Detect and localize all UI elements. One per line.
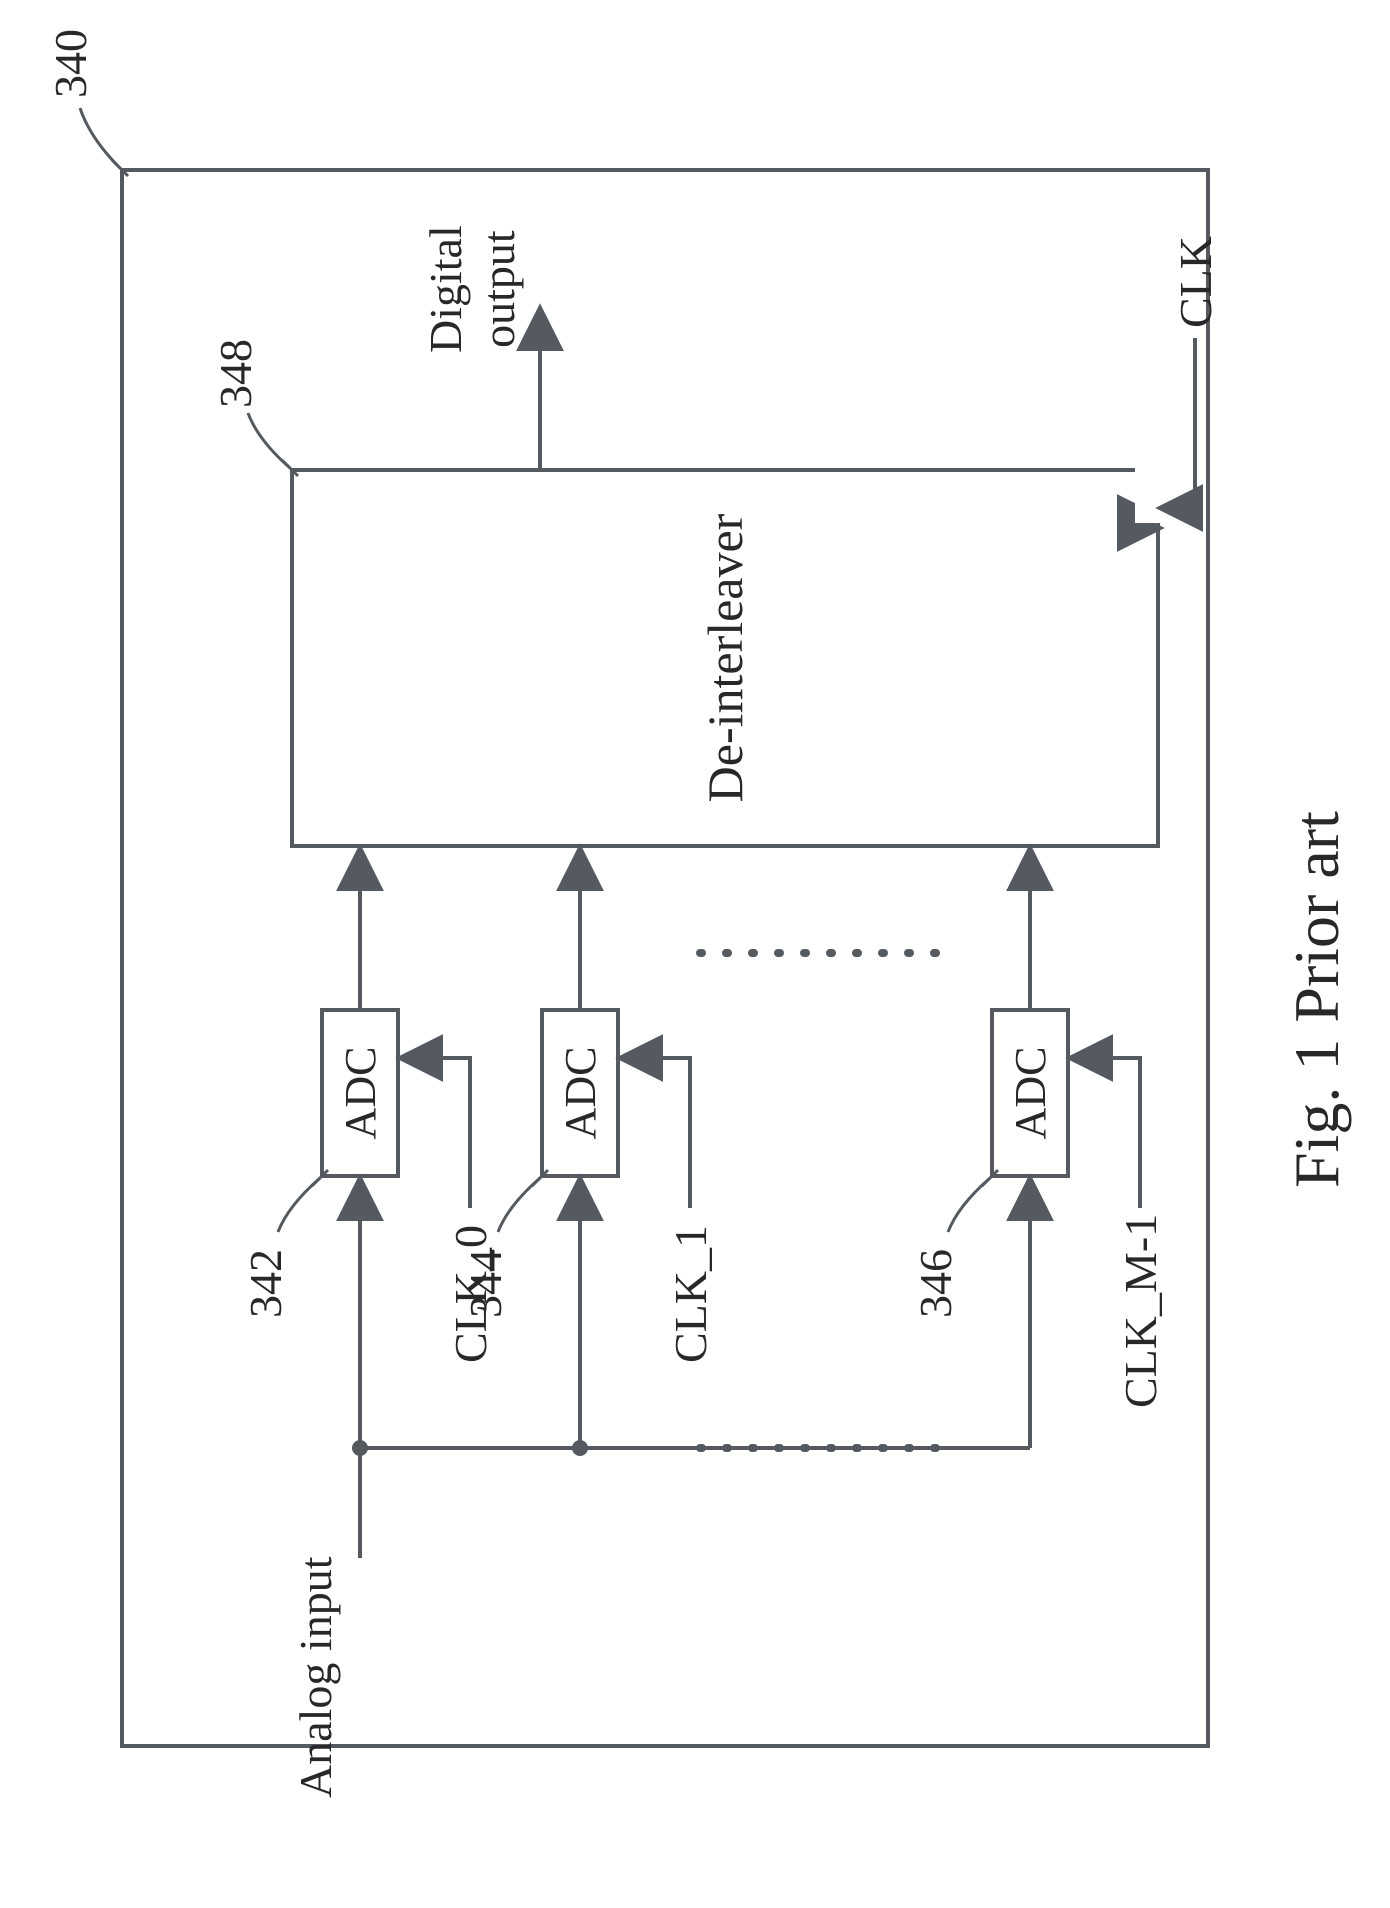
figure-caption: Fig. 1 Prior art	[1280, 811, 1354, 1188]
deint-clk-label: CLK	[1170, 236, 1223, 328]
outer-box	[120, 168, 1210, 1748]
adc-label-2: ADC	[1005, 1047, 1056, 1140]
adc-box-1: ADC	[540, 1008, 620, 1178]
deinterleaver-label: De-interleaver	[696, 514, 754, 803]
deinterleaver-box: De-interleaver	[290, 468, 1160, 848]
digital-output-line1: Digital	[420, 225, 473, 353]
adc-box-2: ADC	[990, 1008, 1070, 1178]
adc2-ref-label: 346	[910, 1249, 963, 1318]
adc0-ref-label: 342	[240, 1249, 293, 1318]
adc-label-1: ADC	[555, 1047, 606, 1140]
adc-box-0: ADC	[320, 1008, 400, 1178]
digital-output-label: Digital output	[420, 225, 526, 353]
clk2-label: CLK_M-1	[1115, 1214, 1168, 1408]
clk1-label: CLK_1	[665, 1225, 718, 1363]
outer-ref-label: 340	[45, 29, 98, 98]
analog-input-label: Analog input	[290, 1557, 343, 1798]
figure-diagram: De-interleaver ADC ADC ADC	[0, 0, 1390, 1908]
adc-label-0: ADC	[335, 1047, 386, 1140]
digital-output-line2: output	[473, 230, 526, 348]
clk0-label: CLK_0	[445, 1225, 498, 1363]
deinterleaver-ref-label: 348	[210, 339, 263, 408]
